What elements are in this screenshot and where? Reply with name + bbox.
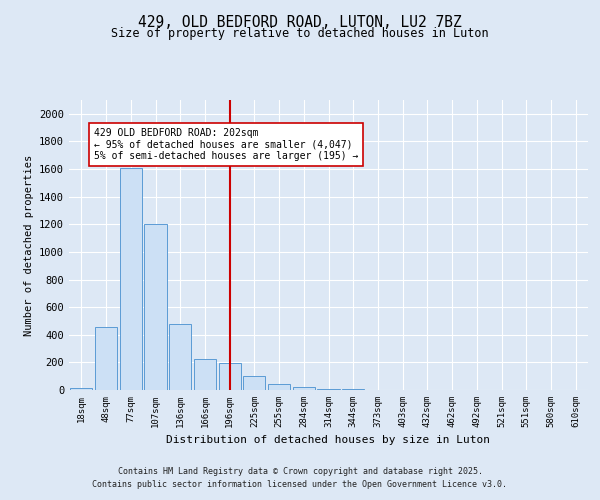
Bar [268, 384, 290, 390]
Bar [243, 376, 265, 390]
Bar [95, 327, 117, 390]
Bar [169, 324, 191, 390]
Text: Contains public sector information licensed under the Open Government Licence v3: Contains public sector information licen… [92, 480, 508, 489]
Y-axis label: Number of detached properties: Number of detached properties [23, 154, 34, 336]
Bar [293, 387, 315, 390]
Text: 429, OLD BEDFORD ROAD, LUTON, LU2 7BZ: 429, OLD BEDFORD ROAD, LUTON, LU2 7BZ [138, 15, 462, 30]
Bar [119, 168, 142, 390]
Bar [317, 389, 340, 390]
X-axis label: Distribution of detached houses by size in Luton: Distribution of detached houses by size … [167, 436, 491, 446]
Text: Size of property relative to detached houses in Luton: Size of property relative to detached ho… [111, 28, 489, 40]
Bar [70, 388, 92, 390]
Bar [145, 224, 167, 390]
Text: Contains HM Land Registry data © Crown copyright and database right 2025.: Contains HM Land Registry data © Crown c… [118, 468, 482, 476]
Bar [194, 359, 216, 390]
Text: 429 OLD BEDFORD ROAD: 202sqm
← 95% of detached houses are smaller (4,047)
5% of : 429 OLD BEDFORD ROAD: 202sqm ← 95% of de… [94, 128, 358, 161]
Bar [218, 363, 241, 390]
